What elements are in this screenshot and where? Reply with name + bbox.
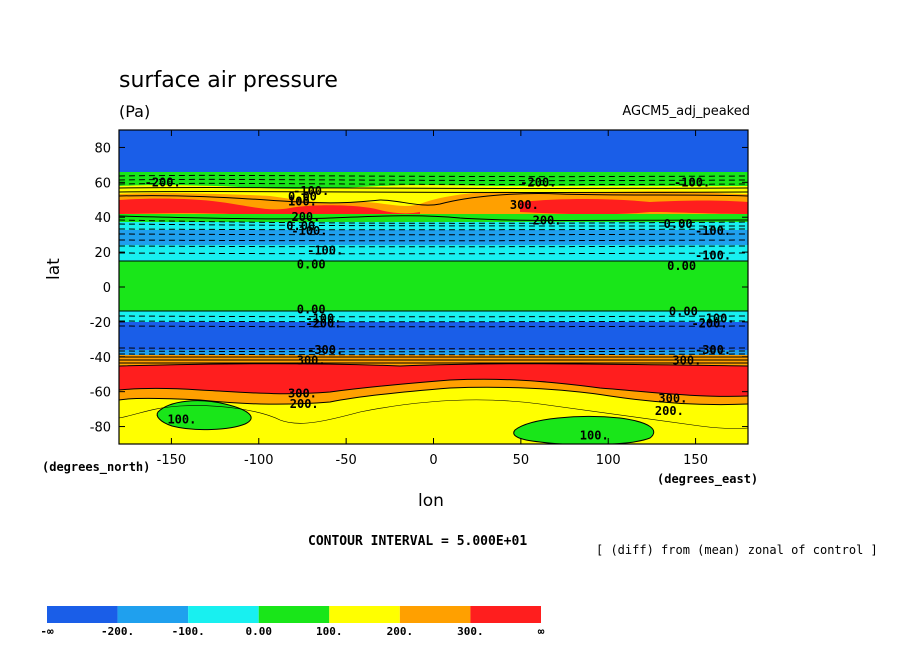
y-tick-label: 40 (94, 211, 111, 226)
x-tick-label: 100 (596, 453, 621, 468)
contour-line (119, 215, 748, 221)
y-axis-unit-note: (degrees_north) (42, 460, 151, 474)
contour-label: 0.00 (288, 189, 317, 203)
chart-title: surface air pressure (119, 68, 338, 93)
y-tick-label: -20 (90, 316, 111, 331)
contour-label: 0.00 (297, 257, 326, 271)
colorbar-label: -100. (172, 625, 205, 638)
contour-label: -200. (520, 175, 556, 189)
model-name: AGCM5_adj_peaked (622, 104, 750, 119)
colorbar-label: 0.00 (245, 625, 272, 638)
y-tick-label: 0 (103, 281, 111, 296)
contour-line (119, 378, 748, 397)
contour-label: 300. (658, 392, 687, 406)
colorbar-label: ∞ (538, 625, 545, 638)
colorbar-label: -200. (101, 625, 134, 638)
contour-line (119, 182, 748, 186)
colorbar-swatch (188, 606, 259, 623)
contour-line (119, 399, 748, 429)
contour-label: -300. (307, 343, 343, 357)
colorbar-swatch (47, 606, 118, 623)
contour-label: 100. (288, 195, 317, 209)
contour-interval: CONTOUR INTERVAL = 5.000E+01 (308, 534, 528, 549)
y-tick-label: 20 (94, 246, 111, 261)
x-tick-label: 0 (429, 453, 437, 468)
band-red-north-west (119, 198, 420, 217)
green-patch-southeast (513, 416, 654, 444)
contour-label: -100. (307, 243, 343, 257)
contour-line (513, 416, 655, 444)
x-axis-unit-note: (degrees_east) (657, 472, 759, 486)
contour-label: 0.00 (297, 303, 326, 317)
contour-line (119, 178, 748, 182)
contour-line (119, 192, 748, 206)
y-tick-label: -60 (90, 386, 111, 401)
colorbar-label: 300. (457, 625, 484, 638)
contour-label: -200. (691, 317, 727, 331)
colorbar-swatch (399, 606, 471, 623)
x-tick-label: -50 (336, 453, 357, 468)
contour-label: -100. (698, 311, 734, 325)
contour-label: 0.00 (669, 304, 698, 318)
x-tick-label: -100 (244, 453, 274, 468)
contour-label: 200. (655, 404, 684, 418)
contour-label: 0.00 (286, 219, 315, 233)
y-tick-label: 60 (94, 176, 111, 191)
y-tick-label: -80 (90, 421, 111, 436)
contour-label: -100. (291, 224, 327, 238)
contour-line (119, 186, 748, 190)
filled-contours (119, 130, 748, 444)
contour-label: 0.00 (664, 217, 693, 231)
contour-label: 100. (167, 413, 196, 427)
colorbar-label: 200. (387, 625, 414, 638)
colorbar-label: -∞ (40, 625, 54, 638)
contour-line (119, 386, 748, 406)
colorbar-swatch (117, 606, 189, 623)
contour-line (156, 400, 252, 431)
contour-label: 200. (533, 214, 562, 228)
contour-label: -100. (695, 249, 731, 263)
band-cyan-north-a (119, 222, 748, 232)
band-orange-south-2 (119, 379, 748, 405)
difference-note: [ (diff) from (mean) zonal of control ] (596, 543, 878, 557)
contour-line (119, 174, 748, 178)
y-tick-label: -40 (90, 351, 111, 366)
contour-label: 300. (672, 353, 701, 367)
y-tick-label: 80 (94, 141, 111, 156)
contour-label: 200. (290, 397, 319, 411)
chart-units: (Pa) (119, 102, 151, 121)
colorbar: -∞ -200. -100. 0.00 100. 200. 300. ∞ (40, 606, 545, 638)
contour-label: -100. (695, 224, 731, 238)
colorbar-swatch (329, 606, 400, 623)
contour-label: -300. (695, 343, 731, 357)
x-tick-label: 150 (683, 453, 708, 468)
band-green-equator (119, 261, 748, 312)
x-tick-label: 50 (513, 453, 530, 468)
band-red-north-east (520, 199, 748, 215)
colorbar-swatch (258, 606, 330, 623)
contour-label: -200. (145, 175, 181, 189)
contour-label: 0.00 (667, 259, 696, 273)
contour-label: -100. (293, 184, 329, 198)
contour-line (119, 363, 748, 367)
contour-label: 300. (510, 198, 539, 212)
contour-label: 200. (291, 210, 320, 224)
colorbar-label: 100. (316, 625, 343, 638)
axes: -150 -100 -50 0 50 100 150 80 60 40 20 0 -20 -40 -60 -8… (90, 130, 748, 468)
contour-label: -200. (305, 317, 341, 331)
colorbar-swatch (470, 606, 541, 623)
contour-label: -100. (674, 175, 710, 189)
band-lightblue-south (119, 350, 748, 356)
band-red-south (119, 363, 748, 397)
x-axis-label: lon (418, 491, 444, 511)
contour-label: 300. (288, 386, 317, 400)
contour-label: 100. (580, 428, 609, 442)
green-patch-southwest (157, 400, 252, 430)
x-tick-label: -150 (157, 453, 187, 468)
contour-label: -100. (305, 311, 341, 325)
contour-label: 300. (297, 353, 326, 367)
contour-line (119, 190, 748, 194)
